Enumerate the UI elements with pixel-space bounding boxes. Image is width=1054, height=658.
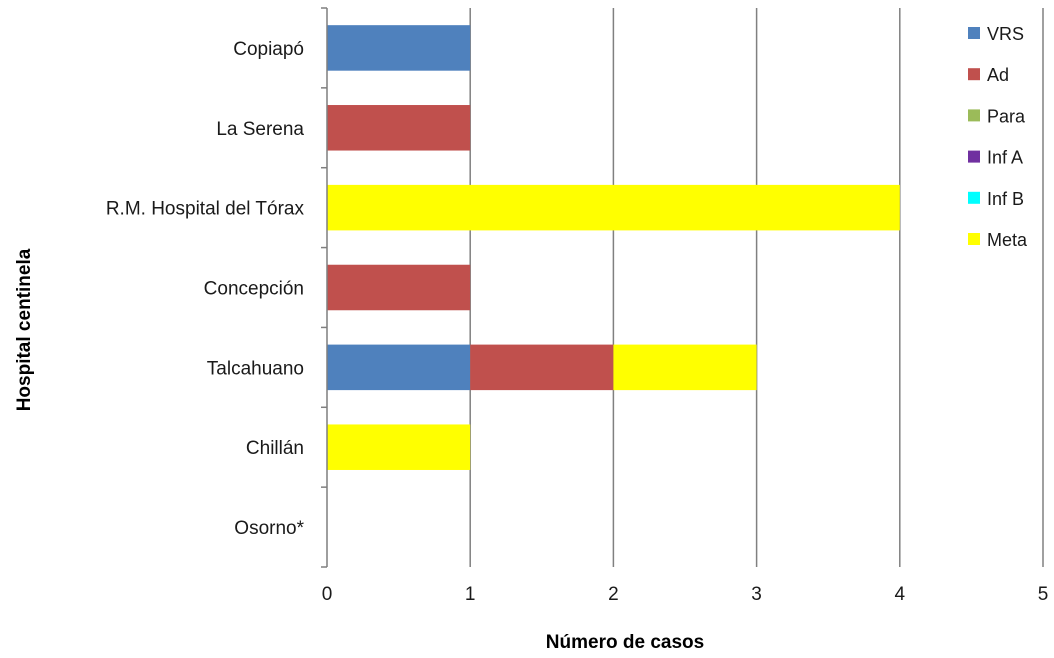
y-tick-label: La Serena — [216, 119, 304, 140]
legend-label: Inf B — [987, 189, 1024, 209]
bar-vrs — [327, 25, 471, 71]
y-tick-label: Chillán — [246, 438, 304, 459]
legend-label: Ad — [987, 65, 1009, 85]
bar-ad — [327, 264, 471, 311]
x-tick-label: 5 — [1038, 584, 1049, 605]
y-tick-label: Talcahuano — [207, 358, 304, 379]
legend-swatch — [968, 233, 980, 245]
bar-ad — [470, 344, 614, 391]
legend-swatch — [968, 27, 980, 39]
y-tick-label: Osorno* — [234, 518, 304, 539]
bar-meta — [613, 344, 757, 391]
bar-meta — [327, 424, 471, 470]
legend-swatch — [968, 150, 980, 163]
bar-ad — [327, 105, 471, 151]
bars — [327, 25, 900, 470]
y-axis-labels: Copiapó La Serena R.M. Hospital del Tórax C… — [106, 39, 305, 539]
gridlines — [469, 8, 1044, 567]
legend-label: VRS — [987, 24, 1024, 44]
bar-meta — [327, 184, 900, 231]
legend-swatch — [968, 68, 980, 81]
x-axis-title: Número de casos — [546, 632, 704, 653]
y-tick-label: Copiapó — [233, 39, 304, 60]
y-axis-title: Hospital centinela — [14, 248, 35, 411]
legend-label: Meta — [987, 230, 1028, 250]
x-tick-label: 1 — [465, 584, 476, 605]
x-tick-label: 2 — [608, 584, 619, 605]
x-axis-labels: 0 1 2 3 4 5 — [322, 584, 1049, 605]
legend-label: Inf A — [987, 148, 1023, 168]
x-tick-label: 0 — [322, 584, 333, 605]
y-axis-ticks — [321, 7, 327, 568]
x-tick-label: 3 — [751, 584, 762, 605]
legend-label: Para — [987, 106, 1026, 126]
y-tick-label: Concepción — [204, 279, 304, 300]
legend: VRS Ad Para Inf A Inf B Meta — [968, 24, 1028, 250]
y-tick-label: R.M. Hospital del Tórax — [106, 199, 305, 220]
bar-vrs — [327, 344, 471, 391]
legend-swatch — [968, 109, 980, 122]
legend-swatch — [968, 191, 980, 204]
x-tick-label: 4 — [895, 584, 906, 605]
